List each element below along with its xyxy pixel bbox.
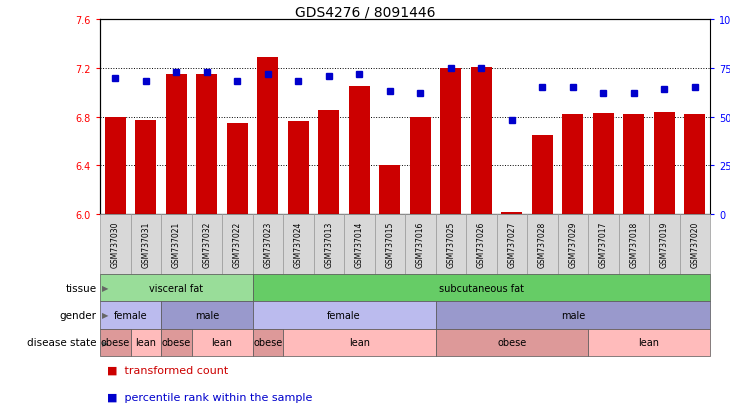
Text: ▶: ▶: [102, 311, 109, 320]
Text: GDS4276 / 8091446: GDS4276 / 8091446: [295, 5, 435, 19]
Text: male: male: [195, 310, 219, 320]
Text: GSM737018: GSM737018: [629, 221, 638, 268]
Text: obese: obese: [497, 337, 526, 347]
Text: obese: obese: [161, 337, 191, 347]
Text: GSM737031: GSM737031: [141, 221, 150, 268]
Text: tissue: tissue: [65, 283, 96, 293]
Bar: [104, 117, 126, 214]
Text: GSM737028: GSM737028: [538, 221, 547, 268]
Text: subcutaneous fat: subcutaneous fat: [439, 283, 523, 293]
Text: GSM737024: GSM737024: [293, 221, 303, 268]
Bar: [166, 75, 187, 214]
Text: disease state: disease state: [27, 337, 96, 347]
Bar: [288, 122, 309, 214]
Text: GSM737019: GSM737019: [660, 221, 669, 268]
Text: GSM737020: GSM737020: [691, 221, 699, 268]
Text: obese: obese: [101, 337, 130, 347]
Text: lean: lean: [212, 337, 232, 347]
Text: lean: lean: [639, 337, 659, 347]
Text: GSM737013: GSM737013: [324, 221, 334, 268]
Bar: [593, 114, 614, 214]
Bar: [623, 115, 645, 214]
Bar: [684, 115, 705, 214]
Text: female: female: [114, 310, 147, 320]
Text: GSM737030: GSM737030: [111, 221, 120, 268]
Bar: [471, 68, 492, 214]
Bar: [531, 135, 553, 214]
Text: ▶: ▶: [102, 338, 109, 347]
Text: GSM737025: GSM737025: [446, 221, 456, 268]
Text: GSM737021: GSM737021: [172, 221, 181, 268]
Bar: [196, 75, 218, 214]
Bar: [349, 87, 370, 214]
Text: ▶: ▶: [102, 283, 109, 292]
Text: GSM737016: GSM737016: [416, 221, 425, 268]
Text: ■  percentile rank within the sample: ■ percentile rank within the sample: [107, 392, 312, 402]
Text: visceral fat: visceral fat: [149, 283, 204, 293]
Bar: [379, 166, 401, 214]
Bar: [653, 112, 675, 214]
Bar: [562, 115, 583, 214]
Text: GSM737026: GSM737026: [477, 221, 485, 268]
Text: GSM737029: GSM737029: [568, 221, 577, 268]
Text: GSM737014: GSM737014: [355, 221, 364, 268]
Text: GSM737023: GSM737023: [264, 221, 272, 268]
Text: GSM737032: GSM737032: [202, 221, 211, 268]
Bar: [440, 69, 461, 214]
Bar: [257, 58, 278, 214]
Bar: [135, 121, 156, 214]
Bar: [410, 117, 431, 214]
Bar: [226, 123, 248, 214]
Text: female: female: [327, 310, 361, 320]
Text: GSM737017: GSM737017: [599, 221, 608, 268]
Text: male: male: [561, 310, 585, 320]
Text: gender: gender: [59, 310, 96, 320]
Bar: [501, 212, 523, 214]
Text: GSM737027: GSM737027: [507, 221, 516, 268]
Bar: [318, 111, 339, 214]
Text: obese: obese: [253, 337, 283, 347]
Text: ■  transformed count: ■ transformed count: [107, 365, 228, 375]
Text: lean: lean: [349, 337, 370, 347]
Text: GSM737015: GSM737015: [385, 221, 394, 268]
Text: lean: lean: [135, 337, 156, 347]
Text: GSM737022: GSM737022: [233, 221, 242, 268]
